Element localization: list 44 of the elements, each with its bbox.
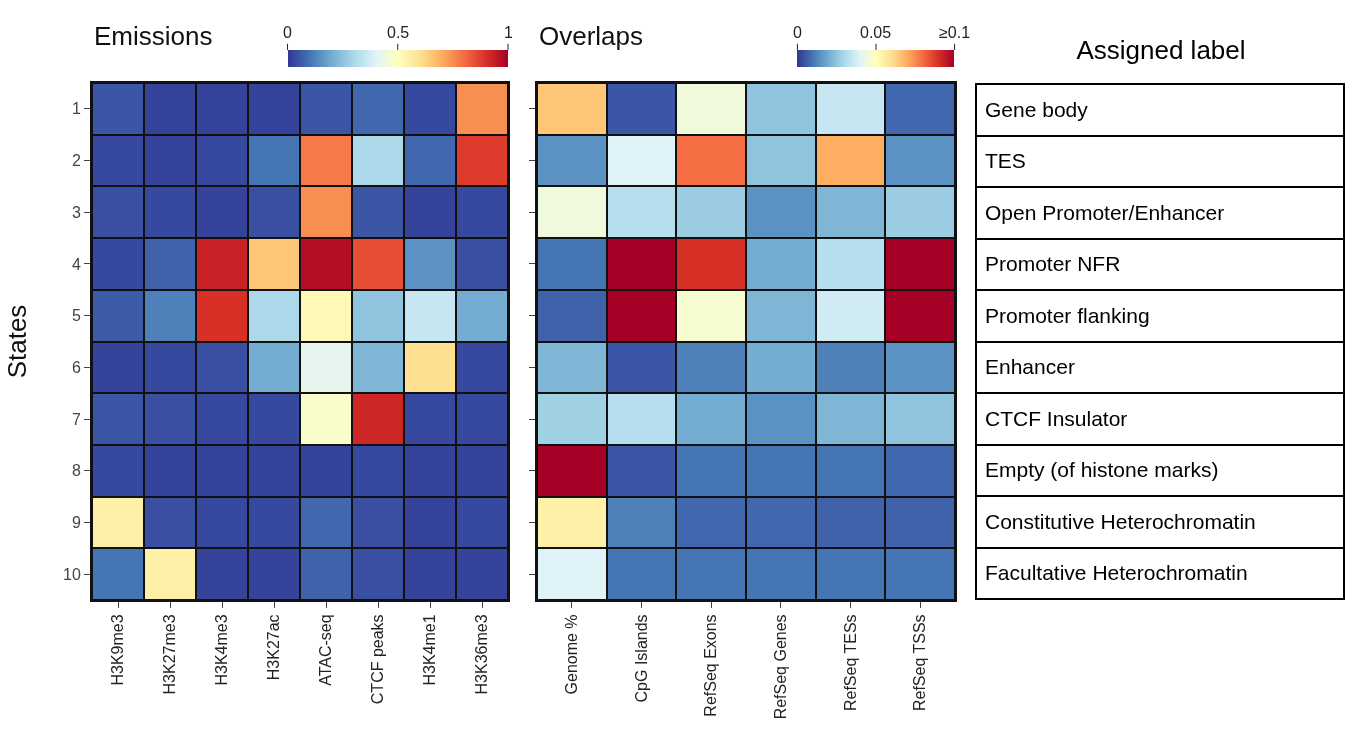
x-tick-label: CTCF peaks bbox=[369, 614, 387, 705]
color-bar-label: 0.05 bbox=[860, 24, 892, 41]
color-bar-label: 1 bbox=[504, 24, 513, 41]
y-tick-label: 1 bbox=[71, 100, 81, 118]
category-label: TES bbox=[976, 135, 1344, 187]
chart-title: Overlaps bbox=[539, 21, 644, 51]
x-tick-label: Genome % bbox=[563, 614, 581, 695]
y-tick-label: 7 bbox=[71, 410, 81, 428]
x-tick-label: RefSeq TSSs bbox=[911, 614, 929, 712]
x-tick-label: CpG Islands bbox=[632, 614, 650, 703]
category-label: Open Promoter/Enhancer bbox=[976, 187, 1344, 239]
x-tick-label: H3K27ac bbox=[265, 614, 283, 681]
y-tick-label: 8 bbox=[71, 462, 81, 480]
category-label: Promoter NFR bbox=[976, 238, 1344, 290]
y-tick-label: 5 bbox=[71, 307, 81, 325]
category-label: Empty (of histone marks) bbox=[976, 444, 1344, 496]
x-tick-label: H3K27me3 bbox=[161, 614, 179, 695]
chart-title: Emissions bbox=[94, 21, 213, 51]
y-tick-label: 9 bbox=[71, 514, 81, 532]
category-label: Facultative Heterochromatin bbox=[976, 547, 1344, 599]
y-tick-label: 6 bbox=[71, 358, 81, 376]
category-label: Constitutive Heterochromatin bbox=[976, 496, 1344, 548]
y-axis-title: States bbox=[2, 304, 33, 379]
x-tick-label: RefSeq Exons bbox=[702, 614, 720, 717]
category-label: Promoter flanking bbox=[976, 290, 1344, 342]
x-tick-label: H3K4me1 bbox=[421, 614, 439, 686]
color-bar-label: 0.5 bbox=[387, 24, 410, 41]
x-tick-label: H3K9me3 bbox=[109, 614, 127, 686]
y-tick-label: 10 bbox=[63, 565, 81, 583]
color-bar-label: 0 bbox=[283, 24, 292, 41]
y-tick-label: 3 bbox=[71, 203, 81, 221]
x-tick-label: RefSeq Genes bbox=[772, 614, 790, 720]
y-tick-label: 2 bbox=[71, 152, 81, 170]
x-tick-label: RefSeq TESs bbox=[841, 614, 859, 712]
color-bar-label: ≥0.1 bbox=[939, 24, 971, 41]
category-label: Enhancer bbox=[976, 341, 1344, 393]
text: Assigned label bbox=[1075, 35, 1247, 66]
y-tick-label: 4 bbox=[71, 255, 81, 273]
x-tick-label: H3K36me3 bbox=[473, 614, 491, 695]
category-label: Gene body bbox=[976, 84, 1344, 136]
x-tick-label: ATAC-seq bbox=[317, 614, 335, 686]
category-label: CTCF Insulator bbox=[976, 393, 1344, 445]
x-tick-label: H3K4me3 bbox=[213, 614, 231, 686]
color-bar-label: 0 bbox=[793, 24, 802, 41]
